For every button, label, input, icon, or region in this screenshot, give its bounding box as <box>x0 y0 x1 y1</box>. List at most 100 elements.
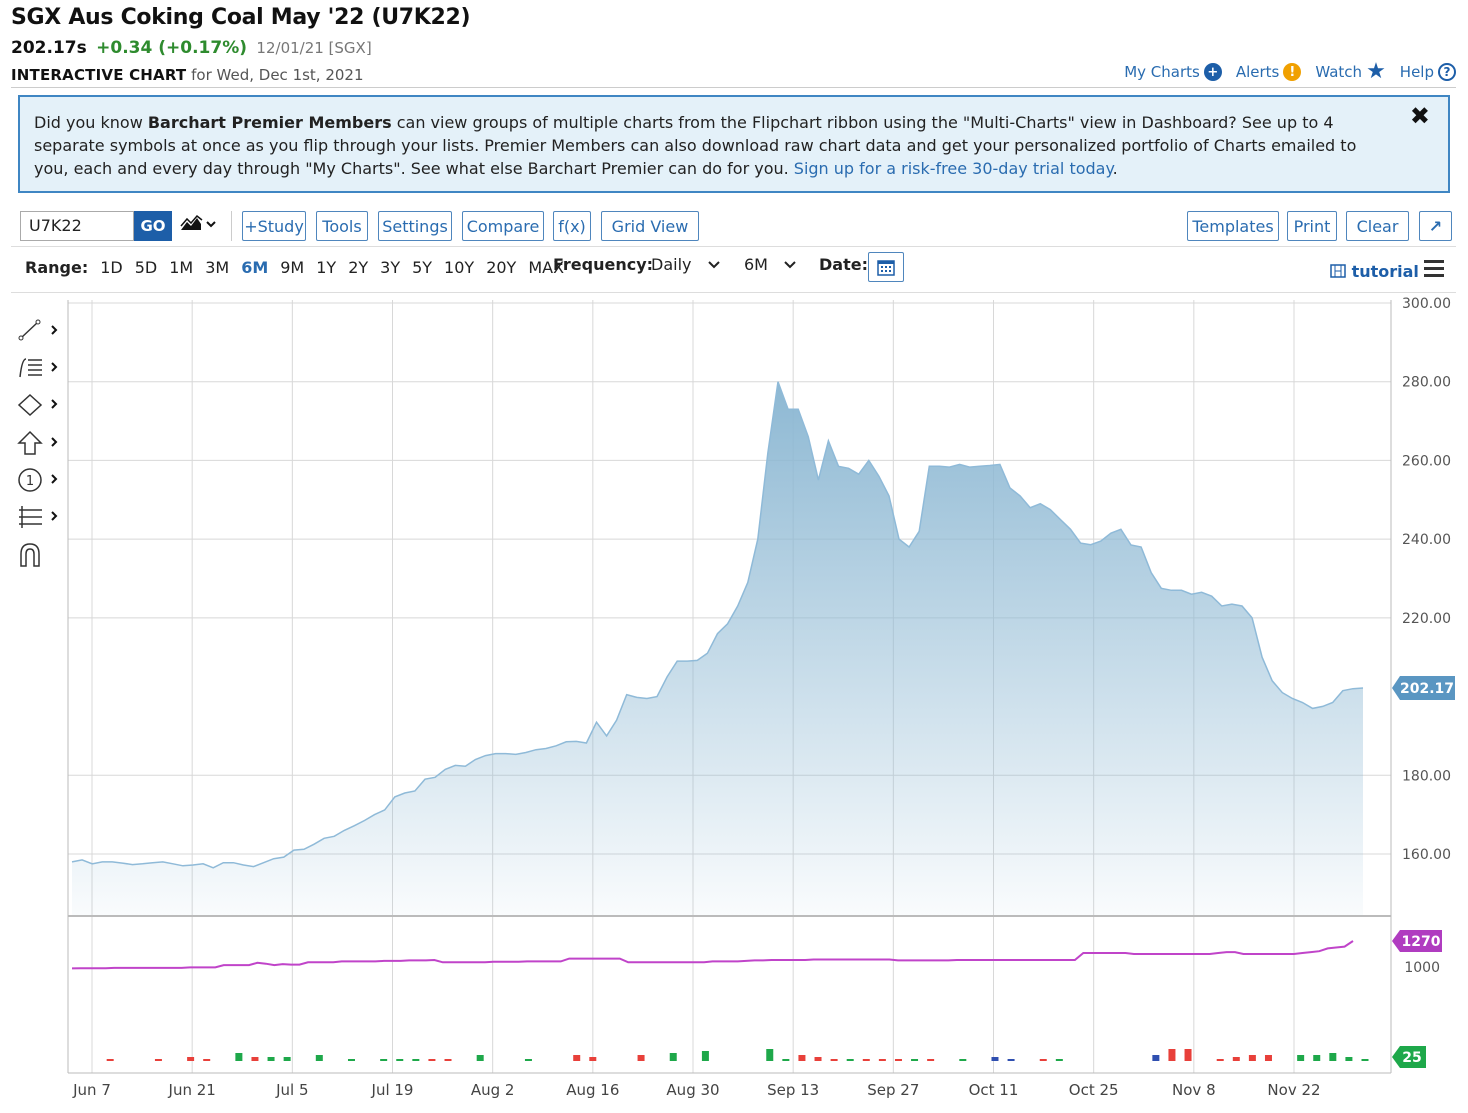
volume-bar <box>862 1059 870 1061</box>
quote-line: 202.17s +0.34 (+0.17%) 12/01/21 [SGX] <box>11 38 372 58</box>
range-6m[interactable]: 6M <box>241 257 269 277</box>
clear-button[interactable]: Clear <box>1346 211 1409 241</box>
templates-button[interactable]: Templates <box>1187 211 1279 241</box>
volume-bar <box>911 1059 919 1061</box>
y-tick-label: 220.00 <box>1402 611 1451 627</box>
alerts-link[interactable]: Alerts! <box>1236 63 1302 81</box>
last-price: 202.17s <box>11 38 87 58</box>
shape-tool[interactable] <box>16 392 62 418</box>
star-icon: ★ <box>1366 59 1386 84</box>
volume-bar <box>798 1055 806 1061</box>
range-9m[interactable]: 9M <box>280 257 305 277</box>
volume-bar <box>959 1059 967 1061</box>
range-10y[interactable]: 10Y <box>444 257 475 277</box>
range-5y[interactable]: 5Y <box>412 257 433 277</box>
volume-bar <box>589 1057 597 1061</box>
toolbar-divider <box>11 246 1456 247</box>
go-button[interactable]: GO <box>134 211 172 241</box>
promo-end: . <box>1112 159 1118 178</box>
range-3y[interactable]: 3Y <box>380 257 401 277</box>
x-tick-label: Nov 8 <box>1172 1081 1216 1099</box>
volume-bar <box>1345 1057 1353 1061</box>
fx-button[interactable]: f(x) <box>553 211 591 241</box>
calendar-icon <box>877 260 895 276</box>
chart-type-dropdown[interactable] <box>180 214 220 238</box>
expand-icon[interactable]: ↗ <box>1419 211 1452 241</box>
menu-icon[interactable] <box>1424 260 1444 281</box>
range-5d[interactable]: 5D <box>134 257 158 277</box>
fibonacci-tool[interactable] <box>16 355 62 381</box>
range-1m[interactable]: 1M <box>169 257 194 277</box>
volume-bar <box>1232 1057 1240 1061</box>
volume-bar <box>524 1059 532 1061</box>
annotation-tool[interactable]: 1 <box>16 467 62 493</box>
price-area-fill <box>72 381 1363 915</box>
volume-bar <box>396 1059 404 1061</box>
volume-bar <box>1248 1055 1256 1061</box>
ic-label: INTERACTIVE CHART <box>11 66 187 84</box>
period-dropdown[interactable]: 6M <box>744 255 797 274</box>
volume-bar <box>1039 1059 1047 1061</box>
settings-button[interactable]: Settings <box>378 211 452 241</box>
quote-meta: 12/01/21 [SGX] <box>256 39 372 57</box>
close-icon[interactable]: ✖ <box>1409 102 1430 130</box>
range-1y[interactable]: 1Y <box>316 257 337 277</box>
tutorial-link[interactable]: tutorial <box>1330 262 1419 281</box>
volume-bar <box>573 1055 581 1061</box>
x-tick-label: Jun 21 <box>168 1081 216 1099</box>
range-20y[interactable]: 20Y <box>486 257 517 277</box>
arrow-tool[interactable] <box>16 430 62 456</box>
tools-button[interactable]: Tools <box>316 211 368 241</box>
volume-bar <box>187 1057 195 1061</box>
frequency-label-text: Frequency: <box>553 255 654 274</box>
measure-tool[interactable] <box>16 504 62 530</box>
range-divider <box>11 292 1456 293</box>
symbol-input[interactable]: U7K22 <box>20 211 134 241</box>
magnet-tool[interactable] <box>16 542 62 568</box>
range-3m[interactable]: 3M <box>205 257 230 277</box>
price-area <box>71 381 1364 915</box>
volume-bar <box>814 1057 822 1061</box>
fibonacci-icon <box>19 358 58 378</box>
volume-bar <box>701 1051 709 1061</box>
toolbar-separator <box>231 211 232 241</box>
watch-label: Watch <box>1315 63 1363 81</box>
calendar-button[interactable] <box>868 252 904 282</box>
trendline-tool[interactable] <box>16 318 62 344</box>
volume-value: 25 <box>1402 1050 1421 1066</box>
x-tick-label: Oct 25 <box>1069 1081 1119 1099</box>
print-button[interactable]: Print <box>1287 211 1337 241</box>
last-price-tag <box>1392 676 1455 701</box>
alerts-label: Alerts <box>1235 63 1280 81</box>
compare-button[interactable]: Compare <box>462 211 544 241</box>
range-2y[interactable]: 2Y <box>348 257 369 277</box>
help-link[interactable]: Help? <box>1400 63 1456 81</box>
chart-toolbar: U7K22 GO +Study Tools Settings Compare f… <box>20 211 1452 241</box>
y-tick-label: 180.00 <box>1402 768 1451 784</box>
page-title: SGX Aus Coking Coal May '22 (U7K22) <box>11 5 471 30</box>
price-change: +0.34 (+0.17%) <box>96 38 248 58</box>
price-line <box>71 381 1364 869</box>
range-1d[interactable]: 1D <box>100 257 123 277</box>
tutorial-label: tutorial <box>1351 262 1419 281</box>
my-charts-label: My Charts <box>1124 63 1200 81</box>
period-value: 6M <box>744 255 768 274</box>
promo-signup-link[interactable]: Sign up for a risk-free 30-day trial tod… <box>793 159 1113 178</box>
promo-strong: Barchart Premier Members <box>147 113 392 132</box>
frequency-label: Frequency: <box>553 255 653 274</box>
range-bar: Range: 1D 5D 1M 3M 6M 9M 1Y 2Y 3Y 5Y 10Y 20Y MAX <box>25 255 570 279</box>
volume-bar <box>444 1059 452 1061</box>
my-charts-link[interactable]: My Charts + <box>1124 63 1222 81</box>
range-max[interactable]: MAX <box>528 257 565 277</box>
volume-bar <box>927 1059 935 1061</box>
grid-view-button[interactable]: Grid View <box>601 211 699 241</box>
watch-link[interactable]: Watch ★ <box>1315 59 1386 84</box>
study-button[interactable]: +Study <box>242 211 306 241</box>
frequency-dropdown[interactable]: Daily <box>651 255 721 274</box>
volume-bar <box>766 1049 774 1061</box>
x-tick-label: Aug 2 <box>471 1081 515 1099</box>
y-tick-label: 260.00 <box>1402 453 1451 469</box>
volume-bar <box>283 1057 291 1061</box>
y-tick-label: 300.00 <box>1402 296 1451 312</box>
